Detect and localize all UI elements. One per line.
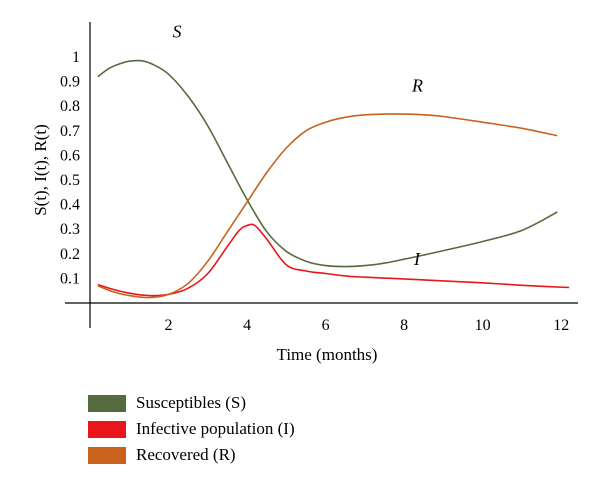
legend-label-susceptibles: Susceptibles (S) [136,393,247,412]
y-tick-label: 0.3 [60,221,80,238]
y-ticks: 0.1 0.2 0.3 0.4 0.5 0.6 0.7 0.8 0.9 1 [60,49,80,287]
legend-item-recovered: Recovered (R) [88,442,295,468]
x-tick-label: 10 [475,317,491,334]
y-tick-label: 0.8 [60,98,80,115]
y-axis-label: S(t), I(t), R(t) [31,124,50,216]
y-tick-label: 0.9 [60,74,80,91]
legend-swatch-infective [88,420,126,438]
sir-line-chart: 2 4 6 8 10 12 0.1 0.2 0.3 0.4 0.5 0.6 0.7 0.8 0.9 1 S R… [31,21,578,364]
legend-swatch-recovered [88,446,126,464]
y-tick-label: 0.4 [60,197,80,214]
x-axis-label: Time (months) [277,345,378,364]
x-tick-label: 12 [553,317,569,334]
x-ticks: 2 4 6 8 10 12 [165,317,570,334]
y-tick-label: 0.1 [60,270,80,287]
y-tick-label: 1 [72,49,80,66]
legend-item-susceptibles: Susceptibles (S) [88,390,295,416]
x-tick-label: 2 [165,317,173,334]
y-tick-label: 0.2 [60,246,80,263]
legend-item-infective: Infective population (I) [88,416,295,442]
legend-swatch-susceptibles [88,394,126,412]
series-line-i [97,223,570,297]
series-line-s [97,59,558,268]
series-lines [97,59,570,299]
x-tick-label: 6 [322,317,330,334]
legend: Susceptibles (S) Infective population (I… [88,390,295,468]
x-tick-label: 8 [400,317,408,334]
curve-label-r: R [411,75,423,95]
curve-label-i: I [413,249,421,269]
curve-label-s: S [172,21,181,41]
legend-label-recovered: Recovered (R) [136,445,236,464]
y-tick-label: 0.6 [60,147,80,164]
curve-annotations: S R I [172,21,423,269]
axes [65,22,578,328]
x-tick-label: 4 [243,317,251,334]
y-tick-label: 0.5 [60,172,80,189]
legend-label-infective: Infective population (I) [136,419,295,438]
y-tick-label: 0.7 [60,123,80,140]
series-line-r [97,113,558,299]
